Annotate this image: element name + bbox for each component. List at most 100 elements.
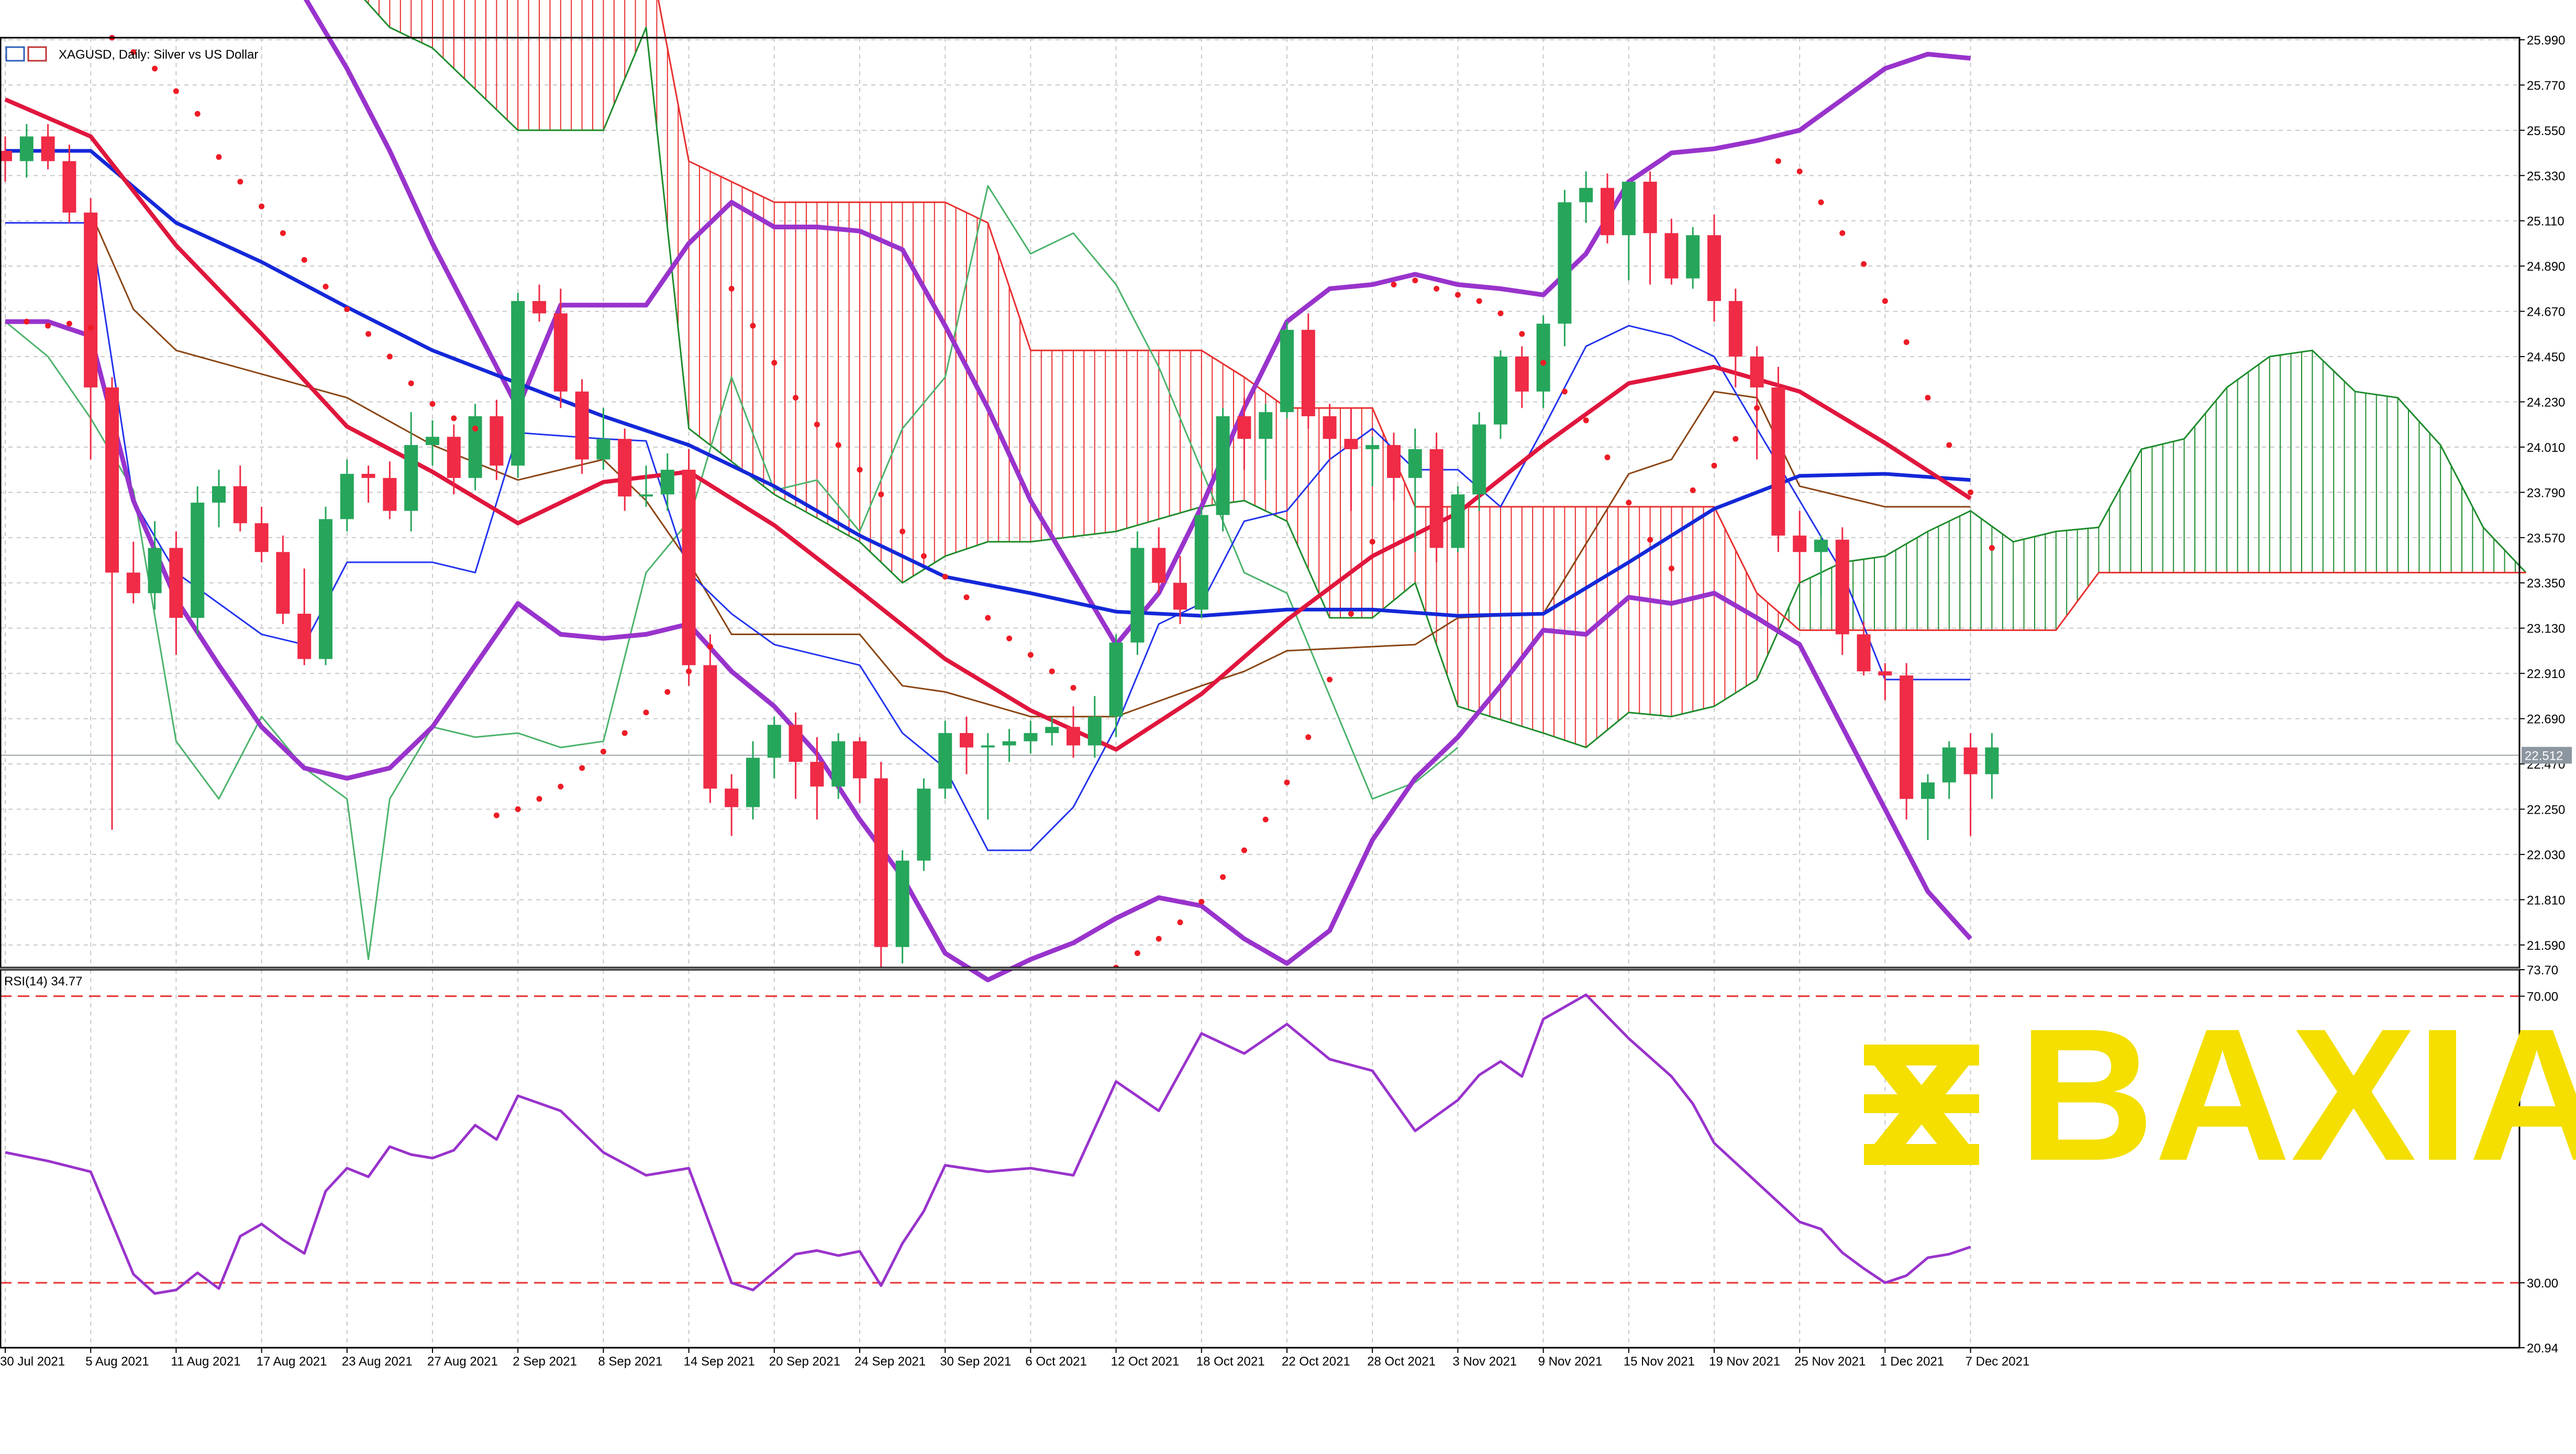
price-tick-label: 25.990: [2527, 34, 2565, 48]
candle-body: [1045, 727, 1059, 734]
psar-dot: [1754, 405, 1760, 411]
candle: [981, 733, 995, 820]
psar-dot: [344, 306, 350, 313]
candle: [1301, 313, 1315, 429]
candle: [1216, 408, 1230, 532]
candle-body: [938, 733, 952, 789]
watermark-text: BAXIA: [2018, 990, 2576, 1200]
price-tick-label: 21.590: [2527, 939, 2565, 953]
candle-body: [1921, 782, 1935, 799]
candle-body: [84, 212, 98, 387]
psar-dot: [707, 643, 713, 650]
candle: [1728, 288, 1742, 387]
price-tick-label: 24.670: [2527, 305, 2565, 319]
candle-body: [1152, 548, 1166, 583]
rsi-panel: [0, 993, 2519, 1295]
psar-dot: [173, 88, 179, 94]
candle-body: [1301, 329, 1315, 416]
candle-body: [1664, 233, 1679, 279]
candle: [84, 198, 98, 460]
candle: [1771, 367, 1785, 552]
psar-dot: [558, 783, 564, 790]
date-tick-label: 27 Aug 2021: [427, 1355, 498, 1369]
candle: [874, 762, 888, 968]
price-tick-label: 25.330: [2527, 169, 2565, 183]
price-tick-label: 21.810: [2527, 893, 2565, 907]
candle: [254, 506, 269, 562]
rsi-label: RSI(14) 34.77: [4, 974, 82, 989]
candle: [169, 531, 183, 655]
candle: [1643, 171, 1657, 285]
candle-body: [1558, 202, 1572, 324]
candle-body: [212, 486, 226, 503]
candle: [1024, 720, 1038, 754]
rsi-tick-label: 73.70: [2527, 963, 2558, 978]
candle-body: [105, 387, 119, 573]
candle-body: [1429, 449, 1444, 548]
date-tick-label: 23 Aug 2021: [342, 1355, 413, 1369]
psar-dot: [1690, 487, 1696, 493]
candle: [895, 850, 909, 964]
date-tick-label: 22 Oct 2021: [1282, 1355, 1350, 1369]
rsi-tick-label: 70.00: [2527, 990, 2558, 1004]
candle-body: [1579, 187, 1593, 203]
psar-dot: [686, 668, 692, 674]
candle-body: [1109, 642, 1123, 717]
psar-dot: [771, 360, 778, 366]
psar-dot: [643, 709, 649, 716]
candle: [126, 541, 140, 604]
psar-dot: [1412, 278, 1418, 284]
psar-dot: [1348, 611, 1354, 617]
candle: [789, 712, 803, 799]
candle-body: [1130, 548, 1145, 643]
psar-dot: [1305, 734, 1312, 740]
psar-dot: [45, 323, 51, 329]
date-tick-label: 5 Aug 2021: [85, 1355, 149, 1369]
candle-body: [981, 745, 995, 748]
date-tick-label: 19 Nov 2021: [1709, 1355, 1780, 1369]
indicator-lines: [4, 0, 1972, 983]
candle: [1344, 408, 1358, 511]
psar-dot: [323, 283, 329, 290]
candle-body: [1344, 439, 1358, 449]
current-price-badge: [2522, 747, 2572, 764]
candle: [960, 716, 973, 774]
psar-dot: [536, 796, 542, 802]
psar-dot: [152, 65, 158, 72]
psar-dot: [1327, 676, 1333, 683]
candle: [1835, 527, 1849, 655]
candle: [1664, 218, 1679, 285]
psar-dot: [1668, 565, 1674, 572]
psar-dot: [1391, 282, 1397, 288]
psar-dot: [1540, 360, 1547, 366]
psar-dot: [1454, 292, 1461, 298]
psar-dot: [1070, 685, 1076, 691]
date-tick-label: 20 Sep 2021: [769, 1355, 840, 1369]
psar-dot: [1711, 462, 1717, 469]
candle: [682, 449, 696, 686]
psar-dot: [664, 689, 671, 695]
candle-body: [810, 762, 824, 787]
price-tick-label: 25.550: [2527, 124, 2565, 138]
date-tick-label: 9 Nov 2021: [1538, 1355, 1603, 1369]
candle: [938, 720, 952, 799]
price-tick-label: 23.790: [2527, 486, 2565, 500]
psar-dot: [1177, 919, 1183, 926]
candle: [1900, 663, 1914, 820]
candle: [490, 399, 504, 480]
candle-body: [383, 478, 397, 511]
window-icon: [27, 46, 47, 62]
candle: [1686, 227, 1700, 289]
psar-dot: [900, 528, 906, 535]
candle: [276, 535, 290, 624]
rsi-tick-label: 20.94: [2527, 1341, 2558, 1356]
candle-body: [1002, 741, 1016, 746]
psar-dot: [600, 748, 606, 754]
candle-body: [725, 789, 739, 807]
chart-title: XAGUSD, Daily: Silver vs US Dollar: [59, 48, 258, 62]
tenkan-sen: [5, 222, 1971, 851]
psar-dot: [1583, 417, 1589, 424]
candle-body: [1194, 515, 1208, 610]
